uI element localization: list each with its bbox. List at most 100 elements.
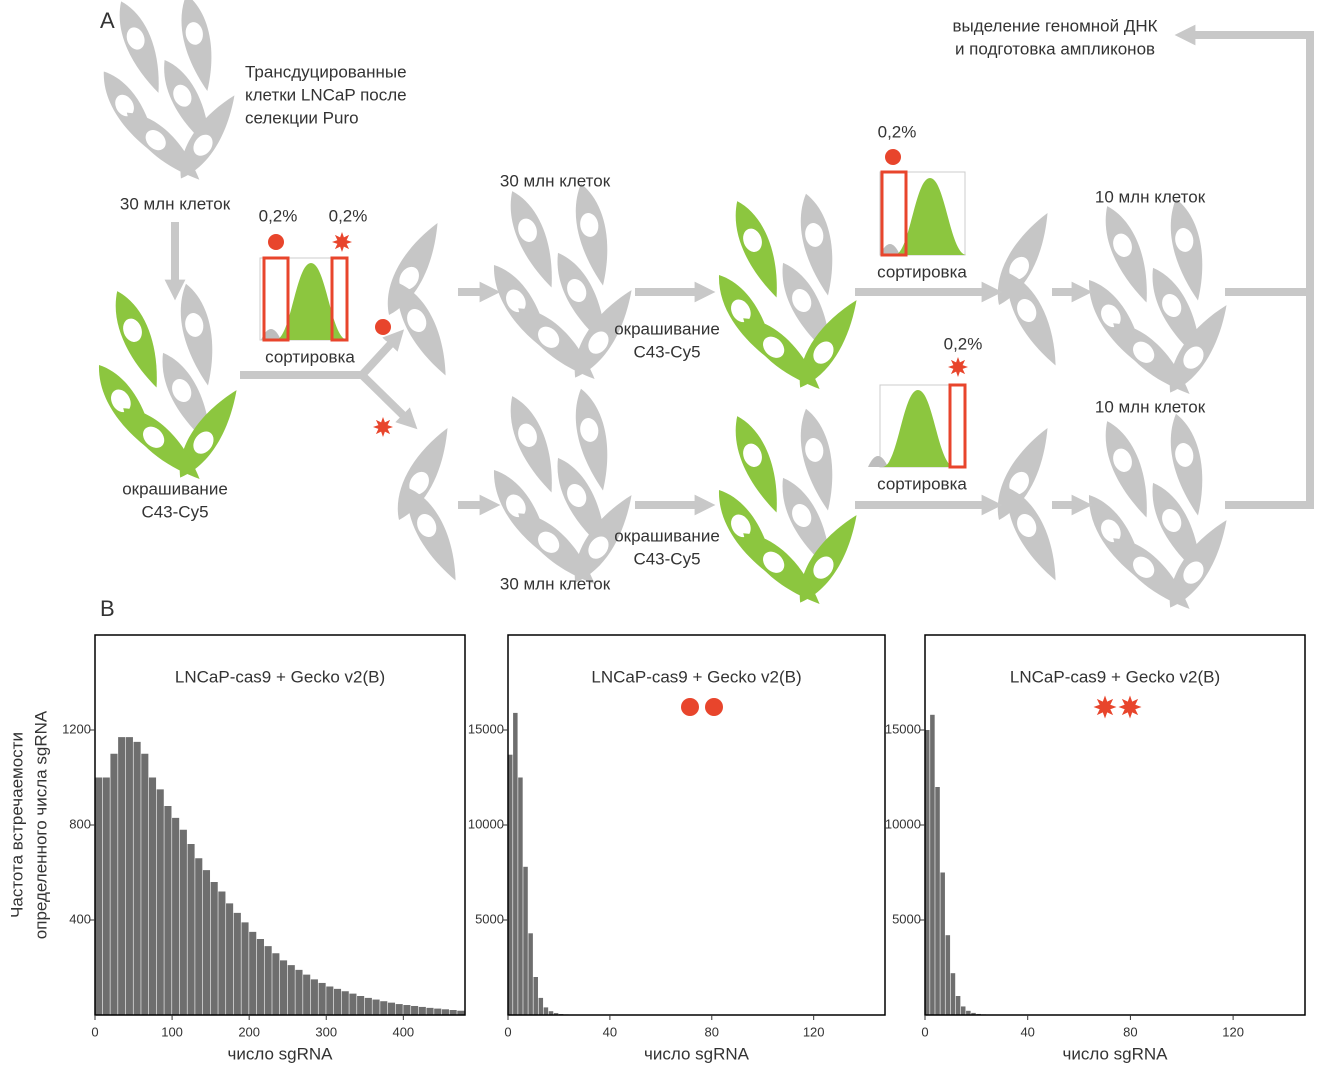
bar bbox=[295, 969, 303, 1015]
bar bbox=[226, 903, 234, 1015]
cell-cluster bbox=[375, 217, 457, 382]
bar bbox=[518, 777, 523, 1015]
bar bbox=[133, 741, 141, 1015]
x-tick-label: 120 bbox=[1222, 1024, 1244, 1039]
y-tick-label: 400 bbox=[69, 911, 91, 926]
bar bbox=[118, 737, 126, 1015]
y-tick-label: 15000 bbox=[468, 721, 504, 736]
histogram-chart: 0 100 200 300 400 400 800 1200 LNCaP-cas9 + Geck… bbox=[7, 634, 466, 1063]
star-marker bbox=[1118, 695, 1142, 719]
star-marker bbox=[332, 232, 352, 252]
bar bbox=[156, 789, 164, 1015]
star-marker bbox=[373, 417, 393, 437]
bar bbox=[110, 753, 118, 1015]
x-tick-label: 0 bbox=[91, 1024, 98, 1039]
bar bbox=[449, 1010, 457, 1015]
count-label: 30 млн клеток bbox=[120, 194, 231, 213]
x-tick-label: 120 bbox=[803, 1024, 825, 1039]
cell-cluster bbox=[385, 422, 467, 587]
step-label: C43-Cy5 bbox=[633, 342, 700, 361]
bar bbox=[971, 1012, 976, 1015]
bar bbox=[349, 993, 357, 1015]
x-tick-label: 300 bbox=[315, 1024, 337, 1039]
y-axis-label: определенного числа sgRNA bbox=[31, 710, 50, 939]
step-label: окрашивание bbox=[614, 526, 720, 545]
bar bbox=[333, 988, 342, 1015]
dot-marker bbox=[681, 698, 699, 716]
x-tick-label: 0 bbox=[921, 1024, 928, 1039]
panel-label: A bbox=[100, 8, 115, 33]
y-tick-label: 1200 bbox=[62, 721, 91, 736]
sort-histogram bbox=[259, 256, 349, 342]
cell-cluster bbox=[1079, 196, 1239, 405]
bar bbox=[543, 1007, 549, 1015]
bar bbox=[528, 933, 533, 1015]
dot-marker bbox=[885, 149, 901, 165]
bar bbox=[411, 1005, 419, 1015]
cell-cluster bbox=[484, 181, 644, 390]
bar bbox=[249, 931, 257, 1015]
bar bbox=[164, 806, 172, 1015]
bar bbox=[533, 977, 538, 1015]
count-label: 30 млн клеток bbox=[500, 574, 611, 593]
sort-histogram bbox=[868, 383, 967, 469]
bar bbox=[318, 982, 326, 1015]
bar bbox=[548, 1011, 554, 1015]
bar bbox=[303, 974, 311, 1015]
step-label: и подготовка ампликонов bbox=[955, 39, 1155, 58]
y-tick-label: 5000 bbox=[892, 911, 921, 926]
bar bbox=[326, 986, 334, 1015]
bar bbox=[372, 999, 380, 1015]
dot-marker bbox=[705, 698, 723, 716]
bar bbox=[310, 979, 318, 1015]
bar bbox=[950, 973, 956, 1015]
bar bbox=[125, 737, 133, 1015]
x-tick-label: 400 bbox=[392, 1024, 414, 1039]
bar bbox=[930, 714, 935, 1015]
bar bbox=[925, 730, 930, 1015]
bar bbox=[513, 712, 518, 1015]
count-label: 10 млн клеток bbox=[1095, 187, 1206, 206]
step-label: селекции Puro bbox=[245, 108, 359, 127]
bar bbox=[418, 1006, 426, 1015]
step-label: сортировка bbox=[265, 347, 355, 366]
step-label: Трансдуцированные bbox=[245, 62, 407, 81]
x-tick-label: 80 bbox=[1123, 1024, 1137, 1039]
bar bbox=[403, 1005, 411, 1015]
cell-cluster bbox=[1079, 411, 1239, 620]
bar bbox=[434, 1008, 442, 1015]
percent-label: 0,2% bbox=[329, 206, 368, 225]
bar bbox=[966, 1010, 971, 1015]
y-tick-label: 10000 bbox=[468, 816, 504, 831]
bar bbox=[187, 844, 195, 1015]
bar bbox=[960, 1006, 966, 1015]
step-label: клетки LNCaP после bbox=[245, 85, 407, 104]
x-tick-label: 80 bbox=[705, 1024, 719, 1039]
bar bbox=[256, 939, 264, 1015]
bar bbox=[945, 935, 951, 1015]
bar bbox=[395, 1004, 403, 1015]
y-tick-label: 10000 bbox=[885, 816, 921, 831]
percent-label: 0,2% bbox=[944, 334, 983, 353]
cell-cluster bbox=[709, 406, 869, 615]
diagram: A B bbox=[89, 0, 1314, 621]
sort-histogram bbox=[879, 170, 966, 257]
bar bbox=[387, 1002, 396, 1015]
x-axis-label: число sgRNA bbox=[644, 1044, 750, 1063]
bar bbox=[95, 777, 103, 1015]
bar bbox=[241, 922, 249, 1015]
bar bbox=[272, 953, 280, 1015]
bar bbox=[538, 997, 544, 1015]
bar bbox=[357, 996, 365, 1015]
bar bbox=[264, 946, 272, 1015]
count-label: 30 млн клеток bbox=[500, 171, 611, 190]
x-tick-label: 100 bbox=[161, 1024, 183, 1039]
chart-title: LNCaP-cas9 + Gecko v2(B) bbox=[175, 667, 385, 686]
y-axis-label: Частота встречаемости bbox=[7, 732, 26, 918]
bar bbox=[102, 777, 110, 1015]
bar bbox=[523, 866, 528, 1015]
step-label: C43-Cy5 bbox=[633, 549, 700, 568]
step-label: сортировка bbox=[877, 262, 967, 281]
star-marker bbox=[1093, 695, 1117, 719]
